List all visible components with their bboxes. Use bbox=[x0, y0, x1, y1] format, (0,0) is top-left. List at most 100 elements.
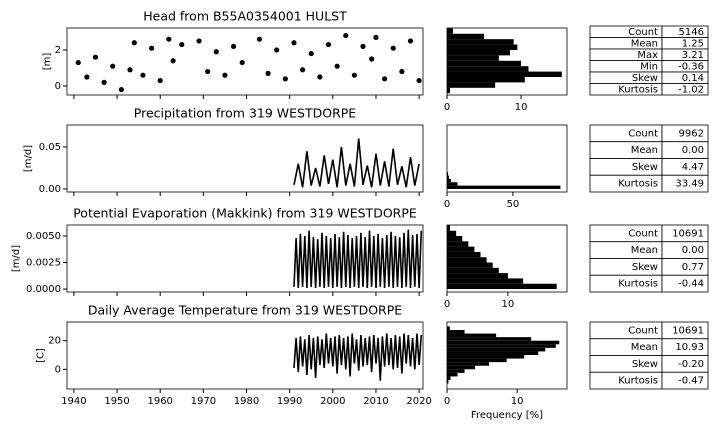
axes-frame bbox=[446, 27, 568, 96]
table-label: Count bbox=[628, 27, 658, 38]
histogram-bar bbox=[447, 376, 451, 380]
axes-frame bbox=[66, 321, 424, 390]
point bbox=[148, 45, 155, 51]
histogram-bar bbox=[447, 236, 463, 242]
series-line bbox=[293, 138, 420, 188]
point bbox=[274, 47, 280, 53]
y-axis-label: [m] bbox=[42, 53, 53, 71]
histogram-bar bbox=[447, 76, 525, 83]
histogram-bar bbox=[447, 71, 562, 77]
x-tick-label: 10 bbox=[515, 102, 528, 113]
table-value: 0.00 bbox=[682, 145, 704, 156]
histogram-bar bbox=[447, 333, 497, 338]
point bbox=[140, 72, 146, 78]
table-value: 10691 bbox=[672, 325, 704, 336]
point bbox=[196, 38, 202, 44]
histogram-bar bbox=[447, 39, 514, 45]
table-label: Mean bbox=[631, 245, 658, 256]
x-tick-label: 1980 bbox=[234, 396, 259, 407]
chart-title: Head from B55A0354001 HULST bbox=[143, 9, 347, 24]
point bbox=[265, 70, 271, 76]
point bbox=[373, 34, 379, 40]
histogram-bar bbox=[447, 60, 522, 67]
histogram-bar bbox=[447, 87, 450, 94]
axes-frame bbox=[446, 224, 568, 293]
point bbox=[317, 74, 323, 80]
table-label: Min bbox=[640, 61, 658, 72]
table-label: Count bbox=[628, 228, 658, 239]
histogram-bar bbox=[447, 44, 518, 50]
point bbox=[282, 76, 288, 82]
table-label: Count bbox=[628, 325, 658, 336]
point bbox=[407, 38, 414, 44]
table-cell bbox=[661, 274, 709, 293]
histogram-bar bbox=[447, 172, 449, 176]
table-value: 33.49 bbox=[675, 179, 704, 190]
table-value: -0.36 bbox=[678, 61, 704, 72]
table-label: Kurtosis bbox=[618, 279, 658, 290]
table-label: Mean bbox=[631, 145, 658, 156]
x-tick-label: 0 bbox=[444, 102, 450, 113]
point bbox=[239, 59, 245, 66]
histogram-bar bbox=[447, 380, 449, 384]
table-label: Skew bbox=[632, 73, 658, 84]
table-label: Mean bbox=[631, 342, 658, 353]
histogram-bar bbox=[447, 262, 493, 268]
point bbox=[230, 43, 237, 49]
point bbox=[110, 63, 116, 69]
table-value: 5146 bbox=[679, 27, 704, 38]
histogram-bar bbox=[447, 82, 496, 88]
point bbox=[205, 68, 211, 75]
axes-frame bbox=[66, 124, 424, 193]
point bbox=[131, 40, 137, 46]
x-axis-label: Frequency [%] bbox=[471, 410, 543, 421]
x-tick-label: 10 bbox=[502, 299, 515, 310]
y-axis-label: [m/d] bbox=[11, 245, 22, 272]
point bbox=[179, 41, 185, 48]
table-value: 0.00 bbox=[682, 245, 704, 256]
table-value: 9962 bbox=[679, 128, 704, 139]
point bbox=[166, 36, 172, 42]
point bbox=[170, 58, 176, 64]
point bbox=[222, 72, 228, 78]
y-tick-label: 2 bbox=[55, 45, 61, 56]
axes-frame bbox=[446, 321, 568, 390]
table-value: 0.14 bbox=[682, 73, 704, 84]
histogram-bar bbox=[447, 55, 499, 61]
chart-title: Precipitation from 319 WESTDORPE bbox=[134, 106, 357, 121]
point bbox=[308, 50, 314, 57]
point bbox=[92, 54, 99, 60]
point bbox=[381, 76, 388, 82]
histogram-bar bbox=[447, 347, 546, 352]
chart-title: Potential Evaporation (Makkink) from 319… bbox=[73, 206, 417, 221]
table-value: -0.20 bbox=[678, 359, 704, 370]
table-cell bbox=[661, 371, 709, 390]
histogram-bar bbox=[447, 273, 508, 279]
x-tick-label: 50 bbox=[507, 199, 520, 210]
histogram-bar bbox=[447, 326, 450, 330]
point bbox=[416, 77, 422, 84]
y-tick-label: 0 bbox=[55, 364, 61, 375]
histogram-bar bbox=[447, 33, 485, 40]
histogram-bar bbox=[447, 257, 487, 263]
table-value: -1.02 bbox=[678, 84, 704, 95]
point bbox=[84, 74, 90, 80]
table-value: -0.44 bbox=[678, 279, 704, 290]
y-tick-label: 20 bbox=[48, 336, 61, 347]
point bbox=[157, 77, 163, 84]
histogram-bar bbox=[447, 28, 453, 34]
x-tick-label: 2010 bbox=[363, 396, 388, 407]
table-value: 4.47 bbox=[682, 162, 704, 173]
table-label: Max bbox=[637, 50, 658, 61]
point bbox=[118, 86, 124, 93]
table-label: Skew bbox=[632, 262, 658, 273]
table-value: 3.21 bbox=[682, 50, 704, 61]
histogram-bar bbox=[447, 344, 556, 348]
histogram-bar bbox=[447, 246, 475, 252]
histogram-bar bbox=[447, 251, 481, 258]
histogram-bar bbox=[447, 337, 532, 341]
point bbox=[101, 79, 107, 85]
histogram-bar bbox=[447, 362, 490, 366]
point bbox=[300, 67, 306, 73]
series-line bbox=[293, 333, 423, 381]
